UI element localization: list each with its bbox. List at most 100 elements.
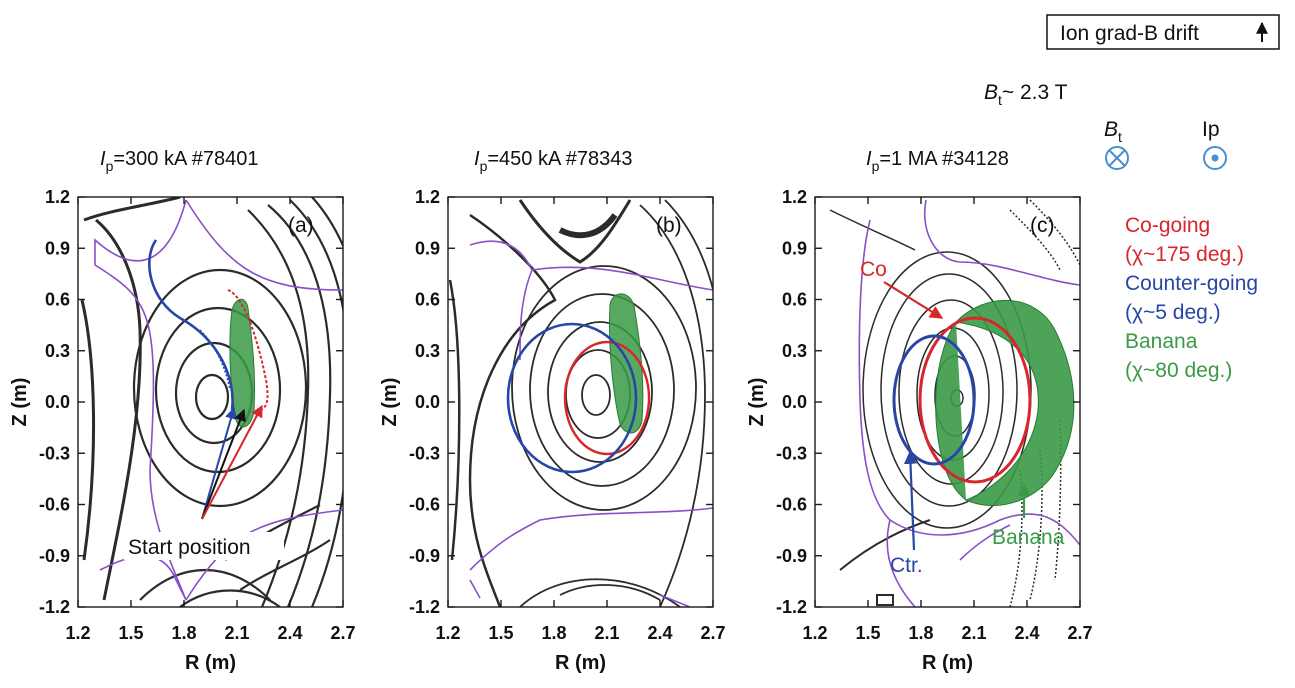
panel-a-launch-arrow-counter [201,406,237,520]
panel-b-co-orbit [563,340,651,456]
panel-c-xtick-label: 1.5 [855,623,880,643]
legend-counter-line1: Counter-going [1125,272,1258,295]
panel-c-ytick-label: 0.0 [782,392,807,412]
panel-a-ytick-label: 0.0 [45,392,70,412]
panel-c-ytick-label: -1.2 [776,597,807,617]
panel-b-ytick-label: -0.9 [409,546,440,566]
panel-c-plot-area [829,199,1080,607]
circle-dot-icon [1203,146,1227,170]
drift-box-label: Ion grad-B drift [1060,22,1199,45]
panel-b-label: (b) [656,214,682,237]
panel-a-start-label-bg [124,532,284,560]
panel-c-ytick-label: -0.3 [776,443,807,463]
panel-c-ytick-label: -0.9 [776,546,807,566]
drift-box: Ion grad-B drift [1046,14,1280,50]
panel-c-xtick-label: 1.8 [908,623,933,643]
legend-co-line1: Co-going [1125,214,1210,237]
panel-b-separatrix [469,240,713,607]
panel-b-banana-orbit [608,293,644,434]
panel-a-launch-arrow-co [201,404,263,520]
panel-c-ytick-label: 1.2 [782,187,807,207]
panel-b-xtick-label: 1.8 [541,623,566,643]
panel-a-xtick-label: 1.8 [171,623,196,643]
panel-c-ctr-label: Ctr. [890,554,923,577]
panel-b-ytick-label: -0.3 [409,443,440,463]
legend-counter-line2: (χ~5 deg.) [1125,301,1221,324]
panel-a-title: Ip=300 kA #78401 [100,148,259,174]
panel-a-label: (a) [288,214,314,237]
panel-a-contours [80,197,343,607]
panel-c-co-label: Co [860,258,887,281]
panel-c-co-arrow [883,281,944,319]
panel-a-xtick-label: 2.4 [277,623,302,643]
panel-c-co-orbit [918,316,1032,484]
panel-a-ytick-label: -0.9 [39,546,70,566]
panel-c-ytick-label: 0.9 [782,238,807,258]
panel-a-banana-orbit [229,298,256,428]
panel-b-xtick-label: 1.5 [488,623,513,643]
panel-a-ytick-label: 0.9 [45,238,70,258]
panel-b-ytick-label: 0.9 [415,238,440,258]
panel-c-title: Ip=1 MA #34128 [866,148,1009,174]
panel-a-ylabel: Z (m) [9,378,31,427]
panel-a-co-orbit [227,289,269,411]
panel-b-ytick-label: -1.2 [409,597,440,617]
panel-a-ytick-label: 0.6 [45,290,70,310]
panel-b-ytick-label: 1.2 [415,187,440,207]
panel-b-xlabel: R (m) [555,652,606,674]
legend-co-line2: (χ~175 deg.) [1125,243,1244,266]
panel-b-xtick-label: 1.2 [435,623,460,643]
field-symbols: Bt Ip [1104,118,1227,170]
panel-c: (c) Co Ctr. Banana [814,196,1081,608]
panel-b-ytick-label: 0.3 [415,341,440,361]
panel-a-xtick-label: 1.2 [65,623,90,643]
panel-b-plot-area [448,199,713,607]
bt-symbol: Bt [1104,118,1122,145]
panel-a-xtick-label: 2.7 [330,623,355,643]
panel-c-separatrix [858,199,1080,607]
panel-a: (a) Start position [77,196,344,608]
legend: Co-going (χ~175 deg.) Counter-going (χ~5… [1125,214,1258,382]
panel-b-ytick-label: 0.0 [415,392,440,412]
bt-value: Bt~ 2.3 T [984,81,1068,108]
panel-a-xlabel: R (m) [185,652,236,674]
panel-b-title: Ip=450 kA #78343 [474,148,633,174]
panel-a-ytick-label: -1.2 [39,597,70,617]
panel-a-counter-orbit-wave [199,329,231,391]
panel-c-xlabel: R (m) [922,652,973,674]
panel-c-ytick-label: 0.6 [782,290,807,310]
panel-a-ytick-label: -0.3 [39,443,70,463]
panel-a-plot-area [80,197,343,607]
panel-c-label: (c) [1030,214,1055,237]
panel-b-ylabel: Z (m) [379,378,401,427]
panel-c-ytick-label: -0.6 [776,495,807,515]
panel-b-contours [448,199,713,607]
panel-c-port-marker [876,594,894,606]
panel-b-xtick-label: 2.7 [700,623,725,643]
panel-b: (b) [447,196,714,608]
panel-a-ytick-label: -0.6 [39,495,70,515]
panel-b-ytick-label: -0.6 [409,495,440,515]
ip-symbol: Ip [1202,118,1220,141]
panel-c-xtick-label: 1.2 [802,623,827,643]
axes-layer: 1.2 1.5 1.8 2.1 2.4 2.7 1.2 0.9 0.6 0.3 0.0 -0.3 -0.… [9,187,1093,674]
panel-c-ctr-arrow [903,450,918,551]
panel-c-banana-label: Banana [992,526,1065,549]
panel-a-ytick-label: 0.3 [45,341,70,361]
panel-c-xtick-label: 2.7 [1067,623,1092,643]
panel-c-xtick-label: 2.4 [1014,623,1039,643]
panel-b-xtick-label: 2.1 [594,623,619,643]
legend-banana-line2: (χ~80 deg.) [1125,359,1232,382]
panel-a-counter-orbit [148,239,234,411]
panel-a-xtick-label: 1.5 [118,623,143,643]
panel-a-launch-arrow-banana [201,408,246,520]
panel-a-start-label: Start position [128,536,251,559]
panel-b-xtick-label: 2.4 [647,623,672,643]
panel-c-ytick-label: 0.3 [782,341,807,361]
panel-c-ylabel: Z (m) [746,378,768,427]
panel-b-counter-orbit [506,322,638,474]
legend-banana-line1: Banana [1125,330,1198,353]
panel-c-counter-orbit [892,334,976,466]
circle-cross-icon [1105,146,1129,170]
